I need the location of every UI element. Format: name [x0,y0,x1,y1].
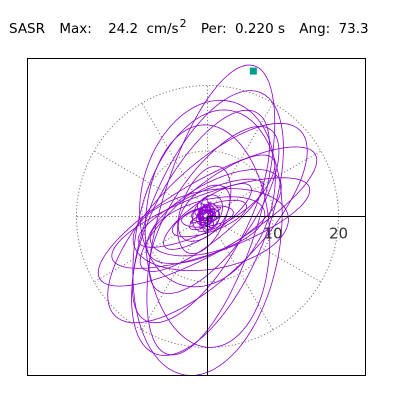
orbit-loop [137,178,265,248]
max-value: 24.2 [108,21,139,37]
orbit-loop [148,126,280,294]
grid-spoke [93,150,208,217]
core-loop [202,203,209,227]
orbit-loop [181,205,234,228]
max-unit-exponent: 2 [179,17,187,30]
core-loop [197,202,214,229]
orbit-loop [131,90,284,356]
orbit-loop [144,124,271,348]
grid-spoke [207,216,322,283]
period-value: 0.220 s [235,21,285,37]
orbit-loop [177,165,232,255]
angle-value: 73.3 [338,21,369,37]
tick-labels: 10 20 [263,225,348,243]
max-unit: cm/s2 [146,18,186,40]
orbit-loop [171,199,247,238]
grid-spoke [207,102,274,217]
orbit-loop [177,184,231,242]
orbit-trace [97,64,318,375]
orbit-loop [163,183,252,250]
angle-label: Ang: [299,21,331,37]
orbit-loop [132,188,289,271]
tick-label: 20 [329,225,348,243]
max-unit-base: cm/s [146,21,179,37]
max-label: Max: [59,21,92,37]
chart-header: SASR Max: 24.2 cm/s2 Per: 0.220 s Ang: 7… [9,18,369,40]
plot-frame: 10 20 [27,58,366,376]
orbit-loop [97,146,318,287]
core-loop [194,208,217,222]
particle-motion-plot: 10 20 [76,64,365,375]
orbit-loop [146,169,282,264]
grid-spoke [207,150,322,217]
core-loop [200,197,211,233]
axes [207,216,365,375]
grid-spoke [141,102,208,217]
orbit-loop [111,177,311,269]
orbit-loop [192,194,223,232]
orbit-loop [107,122,308,324]
grid-spoke [93,216,208,283]
grid-spoke [141,216,208,331]
period-label: Per: [200,21,227,37]
max-marker-layer [249,67,257,75]
station-code: SASR [9,21,46,37]
core-loop [197,206,214,224]
tick-label: 10 [263,225,282,243]
core-loop [190,206,222,224]
max-point-marker [249,67,257,75]
orbit-loop [132,109,270,324]
